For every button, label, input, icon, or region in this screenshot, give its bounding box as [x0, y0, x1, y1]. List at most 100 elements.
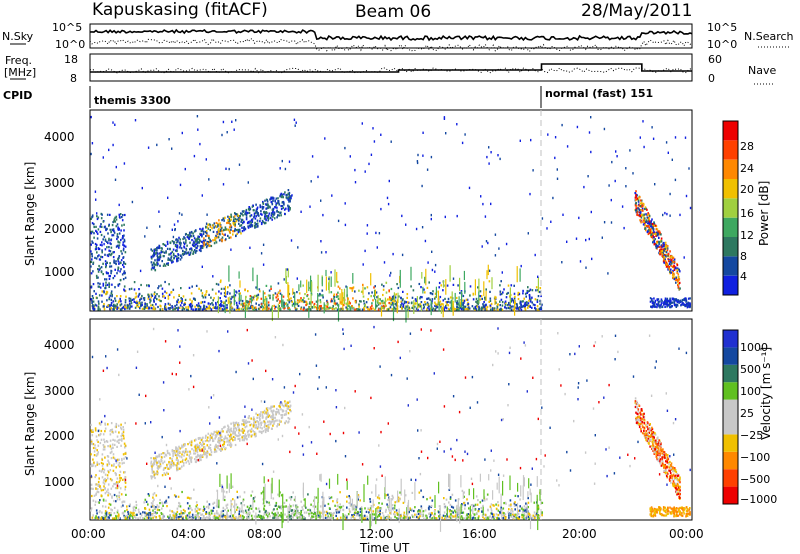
velocity-echo	[115, 424, 118, 427]
power-echo	[205, 246, 208, 249]
power-echo	[190, 230, 193, 234]
power-echo	[170, 291, 173, 294]
power-echo	[109, 275, 111, 278]
velocity-echo	[320, 515, 323, 518]
power-echo	[524, 301, 526, 304]
power-ylabel: Slant Range [km]	[23, 162, 37, 266]
power-echo	[336, 303, 339, 306]
power-echo	[280, 205, 282, 208]
power-echo	[271, 213, 274, 216]
velocity-echo	[203, 515, 205, 518]
power-echo	[351, 289, 354, 292]
power-echo	[123, 244, 126, 247]
power-echo	[474, 279, 476, 296]
power-echo	[293, 295, 295, 298]
power-echo	[200, 289, 202, 292]
power-echo	[414, 302, 416, 305]
power-echo	[118, 203, 120, 207]
power-echo	[205, 305, 208, 308]
power-echo	[171, 228, 173, 231]
power-echo	[204, 239, 207, 242]
power-echo	[231, 296, 233, 299]
velocity-echo	[239, 495, 241, 498]
velocity-echo	[113, 443, 116, 446]
power-echo	[389, 303, 392, 306]
power-echo	[455, 296, 458, 300]
power-echo	[372, 307, 374, 310]
power-echo	[225, 299, 227, 302]
power-echo	[271, 208, 274, 211]
power-echo	[484, 306, 487, 309]
power-echo	[361, 308, 364, 311]
power-echo	[463, 299, 466, 302]
velocity-echo	[316, 511, 318, 514]
power-echo	[638, 211, 641, 214]
velocity-echo	[400, 478, 402, 496]
velocity-echo	[115, 500, 117, 503]
power-echo	[259, 220, 261, 223]
velocity-echo	[504, 517, 507, 520]
power-echo	[103, 306, 105, 309]
power-echo	[664, 254, 666, 258]
power-echo	[221, 226, 223, 229]
velocity-echo	[394, 504, 396, 507]
power-echo	[116, 305, 118, 308]
power-echo	[538, 307, 541, 311]
power-echo	[279, 167, 281, 170]
velocity-echo	[319, 512, 321, 519]
power-echo	[234, 229, 236, 232]
power-echo	[268, 205, 271, 208]
power-echo	[172, 235, 175, 239]
power-echo	[217, 296, 219, 314]
velocity-echo	[268, 501, 270, 504]
power-echo	[652, 302, 654, 305]
power-echo	[636, 194, 638, 197]
power-echo	[193, 230, 196, 233]
power-echo	[260, 305, 262, 309]
power-echo	[285, 302, 288, 305]
velocity-echo	[118, 498, 121, 501]
power-echo	[199, 305, 202, 308]
power-echo	[237, 305, 239, 308]
power-echo	[142, 297, 145, 300]
power-echo	[178, 236, 180, 239]
power-echo	[112, 300, 115, 303]
velocity-echo	[293, 514, 295, 517]
velocity-echo	[144, 511, 146, 514]
velocity-echo	[449, 497, 452, 500]
power-echo	[155, 303, 157, 306]
power-echo	[675, 281, 677, 284]
velocity-echo	[422, 510, 425, 513]
cpid-label: CPID	[3, 89, 32, 102]
velocity-echo	[376, 507, 378, 510]
power-echo	[321, 276, 323, 287]
power-echo	[383, 301, 386, 304]
velocity-echo	[496, 482, 498, 490]
power-echo	[654, 183, 656, 186]
power-echo	[463, 301, 465, 304]
power-echo	[119, 278, 122, 282]
power-echo	[133, 298, 135, 301]
velocity-echo	[262, 515, 264, 518]
power-echo	[333, 302, 336, 305]
power-echo	[431, 308, 434, 311]
power-echo	[166, 240, 169, 243]
velocity-echo	[101, 469, 103, 472]
power-echo	[95, 257, 98, 260]
power-echo	[122, 278, 125, 281]
power-echo	[90, 265, 92, 268]
power-echo	[639, 205, 642, 208]
power-echo	[459, 307, 461, 310]
velocity-echo	[249, 504, 252, 507]
power-echo	[225, 228, 227, 231]
power-echo	[248, 206, 250, 209]
power-echo	[416, 161, 419, 165]
velocity-echo	[276, 508, 278, 511]
power-echo	[641, 213, 643, 216]
velocity-echo	[434, 512, 436, 515]
power-echo	[610, 198, 612, 202]
power-echo	[684, 304, 687, 307]
power-echo	[636, 213, 639, 217]
velocity-echo	[226, 503, 229, 506]
power-echo	[168, 253, 170, 256]
